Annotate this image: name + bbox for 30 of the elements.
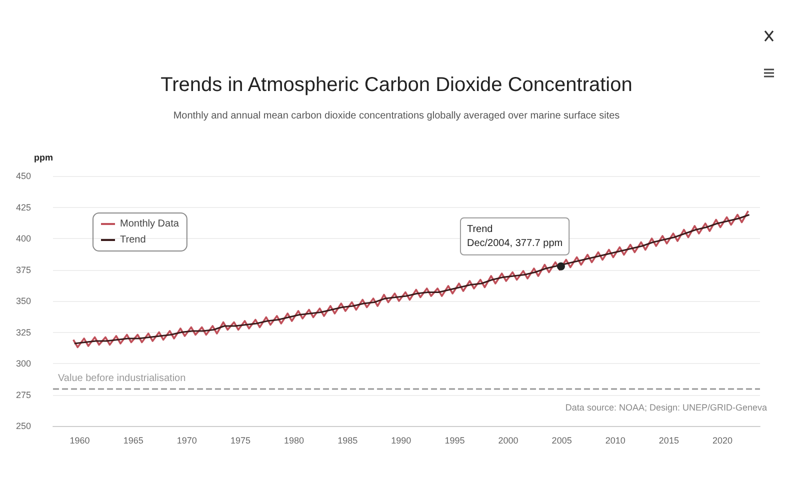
- y-tick-label: 450: [16, 171, 31, 181]
- y-tick-label: 350: [16, 296, 31, 306]
- y-tick-label: 400: [16, 234, 31, 244]
- chart-subtitle: Monthly and annual mean carbon dioxide concentrations globally averaged over marine surface sites: [173, 110, 620, 122]
- y-tick-label: 325: [16, 327, 31, 338]
- x-tick-label: 2005: [552, 436, 572, 446]
- x-tick-label: 2010: [605, 436, 626, 446]
- y-axis-title: ppm: [34, 152, 53, 162]
- y-tick-label: 250: [16, 421, 31, 431]
- legend-label: Trend: [120, 234, 146, 246]
- x-tick-label: 1980: [284, 436, 304, 446]
- x-tick-label: 1970: [176, 436, 197, 446]
- x-tick-label: 1995: [444, 436, 465, 446]
- y-tick-label: 425: [16, 202, 31, 212]
- x-tick-label: 2020: [712, 436, 733, 446]
- x-tick-label: 2000: [498, 436, 518, 446]
- x-tick-label: 1975: [230, 436, 250, 446]
- chart-title: Trends in Atmospheric Carbon Dioxide Concentration: [160, 74, 632, 96]
- x-tick-label: 1965: [123, 436, 144, 446]
- ref-line-label: Value before industrialisation: [58, 373, 186, 384]
- legend-label: Monthly Data: [120, 218, 180, 230]
- y-tick-label: 375: [16, 264, 31, 275]
- y-tick-label: 300: [16, 358, 31, 368]
- x-tick-label: 1960: [70, 436, 90, 446]
- annotation: Trend Dec/2004, 377.7 ppm: [466, 224, 563, 249]
- annotation: Data source: NOAA; Design: UNEP/GRID-Geneva: [565, 402, 768, 412]
- x-tick-label: 2015: [658, 436, 679, 446]
- x-tick-label: 1990: [391, 436, 412, 446]
- y-tick-label: 275: [16, 390, 31, 400]
- x-tick-label: 1985: [338, 436, 358, 446]
